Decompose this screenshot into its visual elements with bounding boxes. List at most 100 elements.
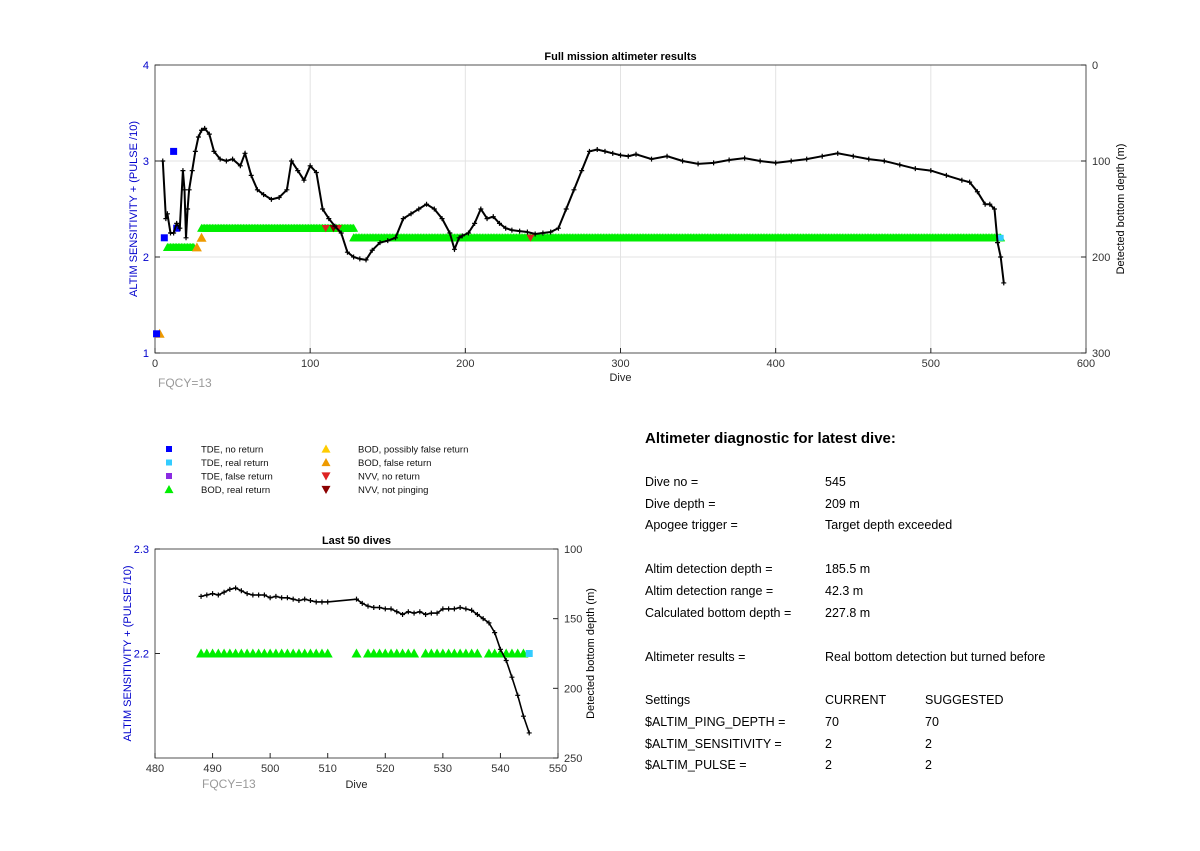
- y2-tick-label: 0: [1092, 60, 1098, 72]
- sensitivity-label: $ALTIM_SENSITIVITY =: [645, 737, 782, 751]
- nvv-no-return-marker: [526, 234, 535, 242]
- depth-point: [463, 606, 469, 612]
- depth-point: [289, 158, 295, 164]
- diagnostic-title: Altimeter diagnostic for latest dive:: [645, 430, 896, 447]
- y-tick-label: 2.3: [134, 544, 149, 556]
- legend: TDE, no return TDE, real return TDE, false…: [164, 444, 468, 496]
- y2-axis-label: Detected bottom depth (m): [1115, 144, 1127, 275]
- depth-point: [359, 600, 365, 606]
- depth-point: [290, 596, 296, 602]
- tde-no-return-marker: [153, 330, 161, 338]
- legend-marker-square: [166, 473, 172, 479]
- depth-point: [248, 172, 254, 178]
- depth-point: [325, 599, 331, 605]
- depth-line: [200, 587, 530, 734]
- y-tick-label: 2.2: [134, 649, 149, 661]
- x-axis-label: Dive: [345, 779, 367, 791]
- depth-point: [571, 187, 577, 193]
- legend-label: TDE, false return: [201, 472, 273, 483]
- altimeter-results-label: Altimeter results =: [645, 650, 746, 664]
- y-axis-label: ALTIM SENSITIVITY + (PULSE /10): [122, 566, 134, 742]
- legend-marker-triangle: [164, 485, 174, 494]
- depth-point: [192, 148, 198, 154]
- depth-point: [496, 220, 502, 226]
- depth-point: [202, 125, 208, 131]
- apogee-trigger-value: Target depth exceeded: [825, 518, 953, 532]
- x-tick-label: 520: [376, 763, 394, 775]
- depth-point: [835, 150, 841, 156]
- depth-point: [974, 189, 980, 195]
- tde-real-return-marker: [525, 650, 533, 657]
- depth-point: [301, 177, 307, 183]
- y2-axis-label: Detected bottom depth (m): [585, 588, 597, 719]
- depth-point: [256, 592, 262, 598]
- depth-point: [177, 225, 183, 231]
- depth-point: [967, 179, 973, 185]
- depth-point: [897, 162, 903, 168]
- depth-point: [532, 231, 538, 237]
- depth-point: [486, 620, 492, 626]
- bod-false-return-marker: [196, 232, 207, 242]
- chart-title: Full mission altimeter results: [544, 51, 696, 63]
- depth-point: [244, 591, 250, 597]
- x-tick-label: 550: [549, 763, 567, 775]
- legend-marker-triangle: [321, 444, 331, 453]
- x-tick-label: 0: [152, 358, 158, 370]
- depth-point: [181, 187, 187, 193]
- y2-tick-label: 250: [564, 753, 582, 765]
- depth-point: [405, 609, 411, 615]
- depth-point: [160, 158, 166, 164]
- x-tick-label: 540: [491, 763, 509, 775]
- x-tick-label: 510: [319, 763, 337, 775]
- depth-point: [411, 610, 417, 616]
- y-tick-label: 3: [143, 156, 149, 168]
- depth-point: [503, 225, 509, 231]
- depth-point: [472, 220, 478, 226]
- depth-point: [503, 657, 509, 663]
- depth-point: [276, 194, 282, 200]
- depth-point: [726, 157, 732, 163]
- y2-tick-label: 150: [564, 614, 582, 626]
- tde-no-return-marker: [160, 234, 168, 242]
- depth-point: [279, 595, 285, 601]
- depth-point: [273, 593, 279, 599]
- depth-point: [850, 153, 856, 159]
- depth-point: [451, 246, 457, 252]
- depth-line: [161, 127, 1005, 284]
- depth-point: [982, 201, 988, 207]
- sensitivity-suggested: 2: [925, 737, 932, 751]
- depth-point: [416, 206, 422, 212]
- depth-point: [223, 158, 229, 164]
- depth-point: [408, 211, 414, 217]
- depth-point: [394, 609, 400, 615]
- legend-marker-triangle: [321, 472, 331, 481]
- calculated-bottom-label: Calculated bottom depth =: [645, 606, 792, 620]
- depth-point: [633, 151, 639, 157]
- depth-point: [206, 131, 212, 137]
- depth-point: [540, 230, 546, 236]
- ping-depth-suggested: 70: [925, 715, 939, 729]
- depth-point: [284, 595, 290, 601]
- last50-chart: 480 490 500 510 520 530 540 550 2.2 2.3 100 150 200 2…: [122, 535, 597, 791]
- depth-point: [509, 227, 515, 233]
- depth-point: [695, 161, 701, 167]
- depth-point: [351, 254, 357, 260]
- depth-point: [881, 158, 887, 164]
- tde-no-return-marker: [173, 224, 181, 232]
- legend-label: TDE, no return: [201, 445, 263, 456]
- dive-no-value: 545: [825, 475, 846, 489]
- bod-false-return-marker: [191, 242, 202, 252]
- depth-point: [447, 230, 453, 236]
- depth-point: [393, 235, 399, 241]
- main-chart: 0 100 200 300 400 500 600 1 2 3 4 0 100 200 300 Full mi…: [128, 51, 1127, 390]
- pulse-label: $ALTIM_PULSE =: [645, 758, 747, 772]
- bod-real-return-marker: [351, 648, 362, 658]
- y2-tick-label: 100: [1092, 156, 1110, 168]
- depth-point: [388, 606, 394, 612]
- depth-point: [254, 187, 260, 193]
- depth-point: [417, 609, 423, 615]
- depth-point: [618, 152, 623, 158]
- depth-point: [995, 240, 1001, 246]
- depth-point: [261, 592, 267, 598]
